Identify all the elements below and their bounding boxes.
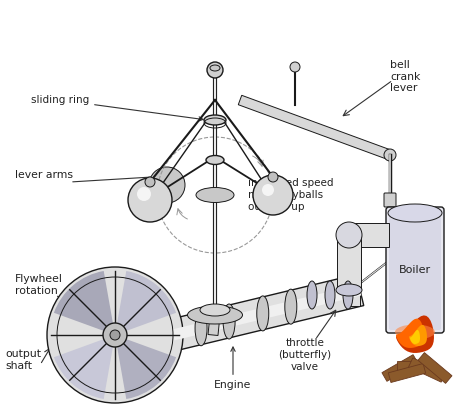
Text: Engine: Engine <box>214 347 252 390</box>
Polygon shape <box>172 285 361 341</box>
Circle shape <box>137 187 151 201</box>
Wedge shape <box>54 335 115 399</box>
Circle shape <box>128 178 172 222</box>
Text: increased speed
moves flyballs
out and up: increased speed moves flyballs out and u… <box>248 178 334 212</box>
Ellipse shape <box>196 187 234 202</box>
Circle shape <box>207 62 223 78</box>
Polygon shape <box>382 354 418 381</box>
Circle shape <box>149 167 185 203</box>
Text: output
shaft: output shaft <box>5 349 41 371</box>
Wedge shape <box>54 271 115 335</box>
Polygon shape <box>396 316 434 353</box>
Ellipse shape <box>223 304 235 339</box>
Ellipse shape <box>343 281 353 309</box>
Text: sliding ring: sliding ring <box>31 95 203 121</box>
Text: Boiler: Boiler <box>399 265 431 275</box>
FancyBboxPatch shape <box>386 207 444 333</box>
Circle shape <box>47 267 183 403</box>
Polygon shape <box>388 364 426 383</box>
Circle shape <box>262 184 274 196</box>
Polygon shape <box>409 325 427 346</box>
Circle shape <box>290 62 300 72</box>
Ellipse shape <box>206 155 224 165</box>
Ellipse shape <box>188 306 243 324</box>
Circle shape <box>145 177 155 187</box>
Polygon shape <box>418 353 452 383</box>
Polygon shape <box>397 361 433 371</box>
Ellipse shape <box>200 304 230 316</box>
Text: lever arms: lever arms <box>15 170 73 180</box>
Polygon shape <box>349 274 360 306</box>
Polygon shape <box>349 223 389 247</box>
Polygon shape <box>409 358 446 382</box>
Ellipse shape <box>204 115 226 125</box>
Ellipse shape <box>195 311 207 346</box>
Ellipse shape <box>388 204 442 222</box>
Text: bell
crank
lever: bell crank lever <box>390 60 420 93</box>
Circle shape <box>336 222 362 248</box>
Ellipse shape <box>257 296 269 331</box>
Circle shape <box>384 149 396 161</box>
Wedge shape <box>115 271 176 335</box>
Text: throttle
(butterfly)
valve: throttle (butterfly) valve <box>278 339 331 372</box>
FancyBboxPatch shape <box>389 210 441 330</box>
Polygon shape <box>410 330 420 344</box>
Ellipse shape <box>285 289 297 324</box>
Circle shape <box>110 330 120 340</box>
Polygon shape <box>337 235 361 290</box>
Circle shape <box>268 172 278 182</box>
Polygon shape <box>208 315 220 336</box>
Ellipse shape <box>336 284 362 296</box>
FancyBboxPatch shape <box>384 193 396 207</box>
Polygon shape <box>169 274 364 351</box>
Ellipse shape <box>210 65 220 71</box>
Text: Flywheel
rotation: Flywheel rotation <box>15 274 63 296</box>
Polygon shape <box>238 95 392 160</box>
Ellipse shape <box>307 281 317 309</box>
Circle shape <box>71 321 99 349</box>
Circle shape <box>253 175 293 215</box>
Ellipse shape <box>395 324 435 339</box>
Ellipse shape <box>325 281 335 309</box>
Circle shape <box>103 323 127 347</box>
Circle shape <box>83 321 111 349</box>
Wedge shape <box>115 335 176 399</box>
Polygon shape <box>396 318 424 348</box>
